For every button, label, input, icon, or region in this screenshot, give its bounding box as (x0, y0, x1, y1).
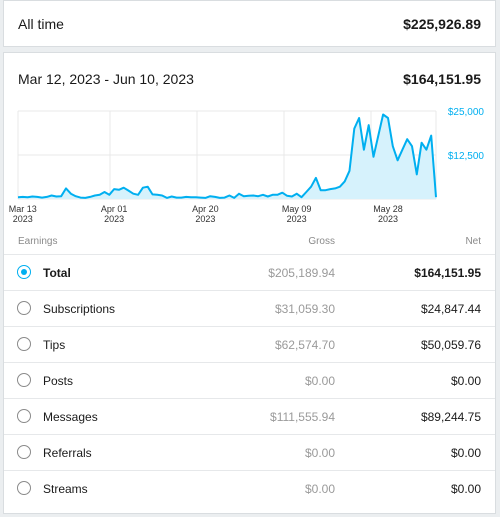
series-line (17, 113, 437, 199)
row-label: Posts (43, 374, 74, 388)
row-net: $89,244.75 (420, 410, 481, 424)
x-tick-label: 2023 (287, 214, 307, 224)
row-gross: $0.00 (304, 446, 335, 460)
radio-button[interactable] (17, 445, 31, 459)
earnings-row[interactable]: Messages $111,555.94 $89,244.75 (4, 398, 495, 434)
x-tick-label: Apr 20 (192, 204, 219, 214)
y-tick-label: $12,500 (448, 151, 485, 162)
gross-column-header: Gross (308, 236, 335, 247)
row-net: $0.00 (450, 482, 481, 496)
radio-button[interactable] (17, 337, 31, 351)
x-tick-label: May 28 (373, 204, 403, 214)
row-label: Subscriptions (43, 302, 116, 316)
series-area (18, 114, 436, 199)
earnings-table: Total $205,189.94 $164,151.95 Subscriptions… (4, 254, 495, 506)
row-net: $164,151.95 (414, 266, 481, 280)
x-tick-label: Mar 13 (9, 204, 37, 214)
y-tick-label: $25,000 (448, 107, 485, 118)
row-label: Tips (43, 338, 66, 352)
period-total: $164,151.95 (403, 71, 481, 87)
row-label: Referrals (43, 446, 92, 460)
x-tick-label: May 09 (282, 204, 312, 214)
x-tick-label: Apr 01 (101, 204, 128, 214)
row-net: $24,847.44 (420, 302, 481, 316)
x-tick-label: 2023 (195, 214, 215, 224)
x-tick-label: 2023 (104, 214, 124, 224)
row-net: $50,059.76 (420, 338, 481, 352)
row-gross: $31,059.30 (274, 302, 335, 316)
radio-button[interactable] (17, 481, 31, 495)
row-gross: $0.00 (304, 482, 335, 496)
x-tick-label: 2023 (378, 214, 398, 224)
earnings-row[interactable]: Tips $62,574.70 $50,059.76 (4, 326, 495, 362)
row-label: Streams (43, 482, 88, 496)
row-label: Messages (43, 410, 98, 424)
row-net: $0.00 (450, 446, 481, 460)
row-label: Total (43, 266, 71, 280)
net-column-header: Net (465, 236, 481, 247)
radio-button[interactable] (17, 409, 31, 423)
row-gross: $205,189.94 (268, 266, 335, 280)
radio-button[interactable] (17, 373, 31, 387)
all-time-summary[interactable]: All time $225,926.89 (3, 0, 496, 47)
earnings-row[interactable]: Subscriptions $31,059.30 $24,847.44 (4, 290, 495, 326)
period-header[interactable]: Mar 12, 2023 - Jun 10, 2023 $164,151.95 (18, 71, 481, 87)
x-tick-label: 2023 (13, 214, 33, 224)
row-gross: $111,555.94 (270, 410, 335, 424)
earnings-row[interactable]: Referrals $0.00 $0.00 (4, 434, 495, 470)
radio-button[interactable] (17, 301, 31, 315)
earnings-row[interactable]: Total $205,189.94 $164,151.95 (4, 254, 495, 290)
earnings-row[interactable]: Streams $0.00 $0.00 (4, 470, 495, 506)
date-range: Mar 12, 2023 - Jun 10, 2023 (18, 71, 194, 87)
row-gross: $62,574.70 (274, 338, 335, 352)
earnings-panel: Mar 12, 2023 - Jun 10, 2023 $164,151.95 … (3, 52, 496, 514)
all-time-value: $225,926.89 (403, 15, 481, 32)
row-net: $0.00 (450, 374, 481, 388)
all-time-label: All time (18, 15, 64, 32)
radio-button[interactable] (17, 265, 31, 279)
earnings-row[interactable]: Posts $0.00 $0.00 (4, 362, 495, 398)
earnings-column-header: Earnings (18, 236, 58, 247)
row-gross: $0.00 (304, 374, 335, 388)
